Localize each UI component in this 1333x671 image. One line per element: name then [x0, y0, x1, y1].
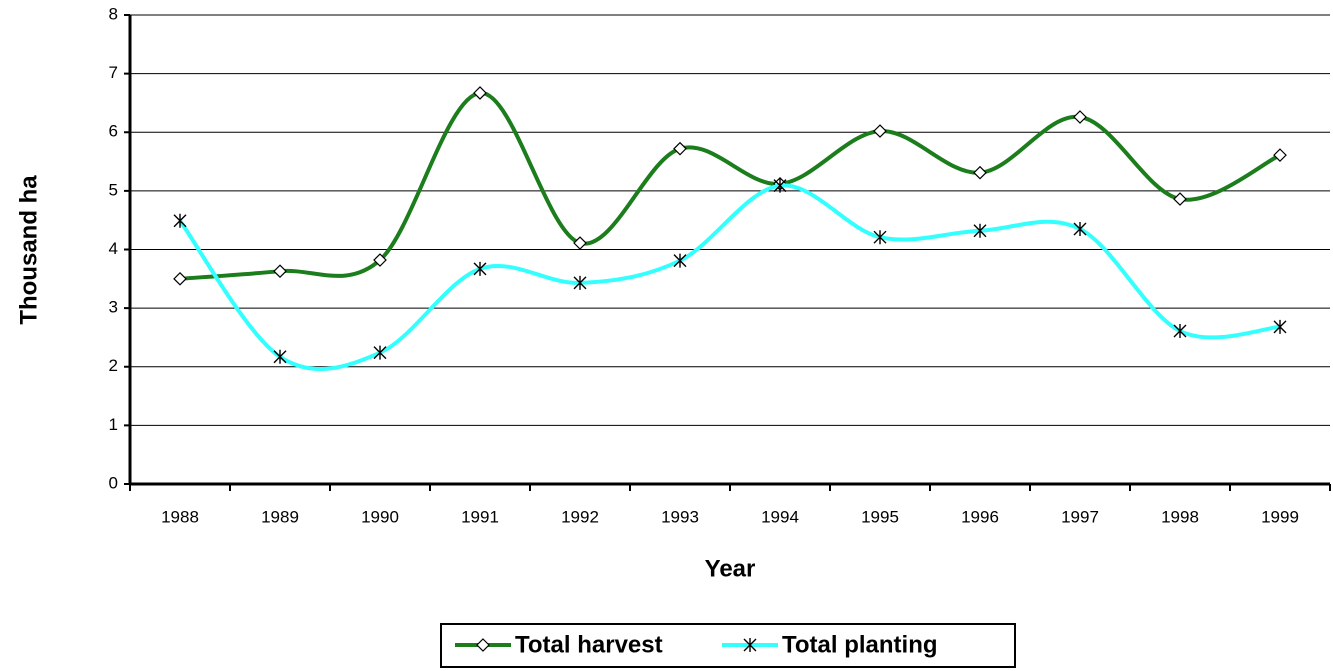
- x-tick-label: 1989: [261, 507, 299, 526]
- legend-label: Total planting: [782, 631, 938, 658]
- y-tick-label: 8: [109, 4, 118, 23]
- x-tick-label: 1991: [461, 507, 499, 526]
- series-line: [179, 90, 1281, 281]
- y-tick-label: 5: [109, 180, 118, 199]
- legend-marker: [476, 638, 490, 652]
- data-point: [973, 165, 987, 180]
- data-point: [173, 213, 187, 228]
- data-point: [1273, 319, 1287, 334]
- data-point: [673, 141, 687, 156]
- data-point: [273, 349, 287, 364]
- y-tick-label: 4: [109, 239, 118, 258]
- y-axis-label: Thousand ha: [15, 175, 42, 325]
- y-tick-label: 1: [109, 415, 118, 434]
- data-point: [373, 253, 387, 267]
- x-tick-label: 1996: [961, 507, 999, 526]
- data-point: [573, 275, 587, 290]
- data-point: [773, 178, 787, 193]
- data-point: [373, 345, 387, 360]
- x-tick-label: 1990: [361, 507, 399, 526]
- y-tick-label: 6: [109, 122, 118, 141]
- y-tick-label: 0: [109, 473, 118, 492]
- x-tick-label: 1992: [561, 507, 599, 526]
- legend-label: Total harvest: [515, 631, 663, 658]
- x-tick-label: 1998: [1161, 507, 1199, 526]
- x-tick-label: 1997: [1061, 507, 1099, 526]
- legend-marker: [743, 638, 757, 652]
- data-point: [473, 261, 487, 276]
- data-point: [1173, 323, 1187, 338]
- data-point: [673, 253, 687, 268]
- data-point: [873, 124, 887, 138]
- data-point: [873, 230, 887, 245]
- data-point: [973, 223, 987, 238]
- data-point: [1073, 110, 1087, 124]
- y-tick-label: 2: [109, 356, 118, 375]
- x-tick-label: 1994: [761, 507, 799, 526]
- x-tick-label: 1999: [1261, 507, 1299, 526]
- data-point: [473, 86, 487, 100]
- x-tick-label: 1988: [161, 507, 199, 526]
- data-point: [173, 271, 187, 286]
- data-point: [1273, 148, 1287, 162]
- x-tick-label: 1995: [861, 507, 899, 526]
- data-point: [1073, 221, 1087, 236]
- y-tick-label: 3: [109, 298, 118, 317]
- y-tick-label: 7: [109, 63, 118, 82]
- data-point: [273, 264, 287, 279]
- series-line: [178, 183, 1281, 371]
- x-axis-label: Year: [705, 555, 756, 582]
- data-point: [1173, 192, 1187, 206]
- data-point: [573, 236, 587, 250]
- x-tick-label: 1993: [661, 507, 699, 526]
